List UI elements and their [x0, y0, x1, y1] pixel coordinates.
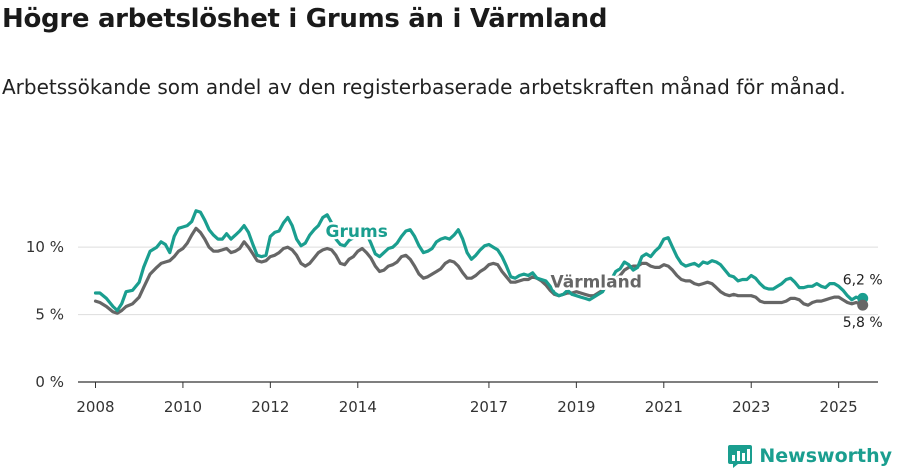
- x-tick-label: 2023: [732, 398, 770, 416]
- x-tick-label: 2019: [557, 398, 595, 416]
- x-tick-label: 2008: [76, 398, 114, 416]
- x-tick-label: 2012: [251, 398, 289, 416]
- brand-name: Newsworthy: [759, 445, 892, 467]
- y-tick-label: 10 %: [26, 238, 64, 256]
- x-tick-label: 2017: [470, 398, 508, 416]
- y-tick-label: 5 %: [35, 306, 64, 324]
- end-value-label-varmland: 5,8 %: [843, 315, 883, 331]
- series-annotation-varmland: Värmland: [551, 272, 642, 292]
- x-tick-label: 2010: [164, 398, 202, 416]
- chart-title: Högre arbetslöshet i Grums än i Värmland: [2, 4, 608, 34]
- x-tick-label: 2014: [339, 398, 377, 416]
- newsworthy-bar-chart-icon: [728, 445, 753, 468]
- series-annotation-grums: Grums: [326, 222, 388, 242]
- y-tick-label: 0 %: [35, 373, 64, 391]
- end-value-label-grums: 6,2 %: [843, 272, 883, 288]
- chart-subtitle: Arbetssökande som andel av den registerb…: [2, 75, 846, 99]
- x-tick-label: 2025: [820, 398, 858, 416]
- series-line-varmland: [93, 226, 865, 315]
- newsworthy-logo[interactable]: Newsworthy: [727, 443, 892, 469]
- end-point-varmland: [857, 299, 869, 311]
- series-line-grums: [93, 209, 865, 313]
- x-tick-label: 2021: [645, 398, 683, 416]
